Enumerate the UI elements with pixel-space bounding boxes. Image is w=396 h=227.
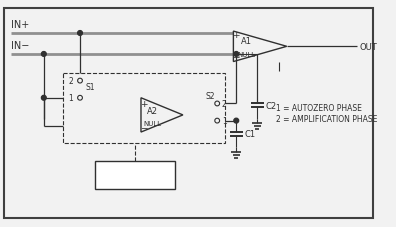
Text: fc: fc [131,177,140,187]
Text: NULL: NULL [143,120,162,126]
Bar [95,161,175,189]
Text: −: − [140,122,148,131]
Text: +: + [232,31,240,40]
Circle shape [234,119,239,123]
Text: A1: A1 [241,37,252,46]
Text: 1: 1 [69,94,73,103]
Text: NULL: NULL [238,52,256,58]
Circle shape [42,96,46,101]
Circle shape [78,32,82,36]
Text: 2: 2 [69,77,73,86]
Text: A2: A2 [147,106,158,115]
Text: 1: 1 [222,117,227,126]
Circle shape [234,52,239,57]
Circle shape [215,102,219,106]
Text: S2: S2 [206,92,215,101]
Text: C1: C1 [245,130,256,139]
Text: OSCILLATOR: OSCILLATOR [107,167,164,176]
Text: −: − [232,52,240,61]
Bar [63,74,225,143]
Circle shape [78,79,82,84]
Text: +: + [140,99,148,109]
Text: 2: 2 [222,99,227,109]
Circle shape [78,96,82,101]
Circle shape [215,119,219,123]
Text: S1: S1 [86,82,95,91]
Text: IN−: IN− [11,41,30,51]
Circle shape [42,52,46,57]
Text: 1 = AUTOZERO PHASE: 1 = AUTOZERO PHASE [276,103,362,112]
Text: IN+: IN+ [11,20,30,30]
Text: 2 = AMPLIFICATION PHASE: 2 = AMPLIFICATION PHASE [276,115,378,124]
Text: OUT: OUT [359,43,377,52]
Text: C2: C2 [266,101,277,110]
